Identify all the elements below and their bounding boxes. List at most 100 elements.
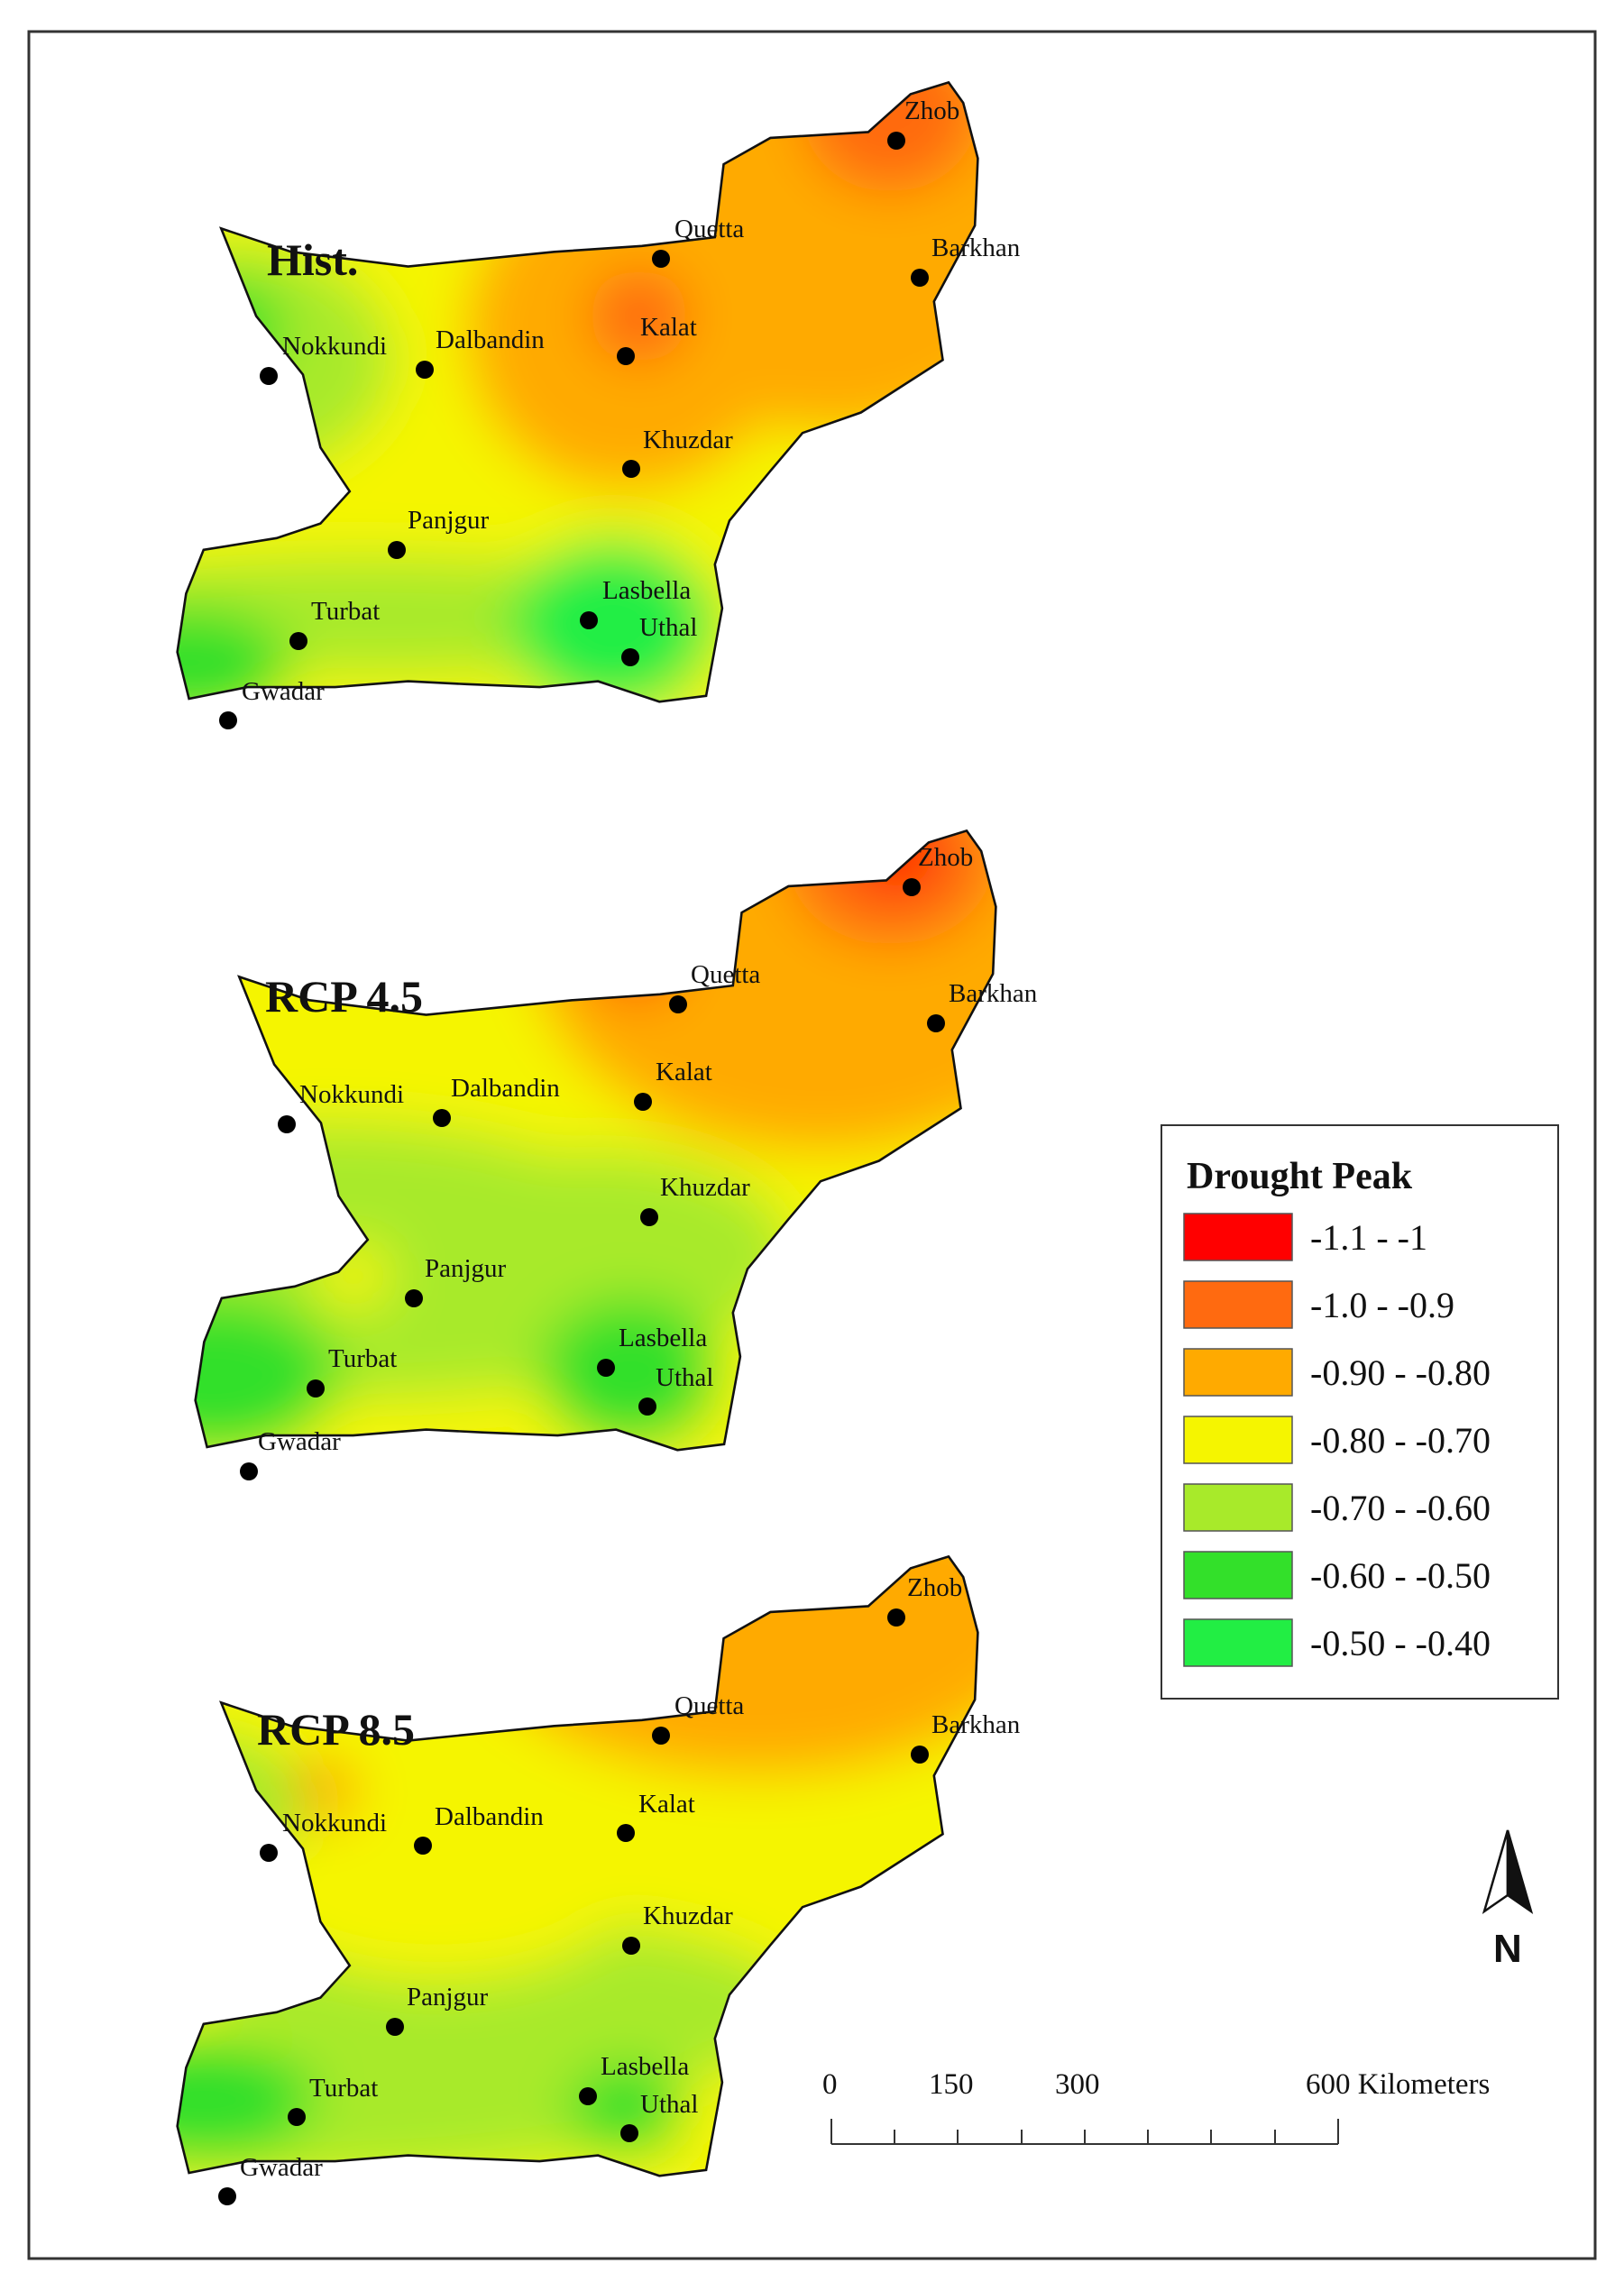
city-marker: Dalbandin [414,1802,544,1855]
city-marker: Dalbandin [433,1074,560,1127]
legend-item: -0.50 - -0.40 [1183,1618,1491,1667]
legend-item: -1.0 - -0.9 [1183,1280,1454,1329]
city-marker: Zhob [903,843,973,896]
svg-text:Zhob: Zhob [904,96,959,125]
legend-item: -0.90 - -0.80 [1183,1348,1491,1397]
svg-text:Lasbella: Lasbella [619,1324,707,1352]
legend-label: -0.60 - -0.50 [1310,1555,1491,1596]
city-marker: Quetta [652,215,744,268]
svg-text:Uthal: Uthal [640,2090,698,2119]
city-marker: Zhob [887,96,959,150]
scale-label-600: 600 Kilometers [1306,2068,1490,2101]
svg-text:Kalat: Kalat [640,313,697,342]
panel-title-hist: Hist. [267,234,358,285]
legend-swatch [1183,1483,1293,1532]
city-marker: Quetta [669,960,760,1013]
city-marker: Uthal [620,2090,698,2142]
city-marker: Barkhan [927,979,1038,1032]
svg-text:Gwadar: Gwadar [258,1427,341,1456]
city-marker: Uthal [621,613,697,666]
svg-text:Gwadar: Gwadar [240,2153,323,2182]
city-marker: Turbat [289,597,380,650]
city-marker: Lasbella [580,576,691,629]
svg-text:Dalbandin: Dalbandin [451,1074,560,1103]
svg-text:Khuzdar: Khuzdar [643,1902,733,1930]
legend-label: -1.0 - -0.9 [1310,1285,1454,1325]
legend-swatch [1183,1348,1293,1397]
scale-label-300: 300 [1055,2068,1100,2101]
legend-label: -0.90 - -0.80 [1310,1352,1491,1393]
north-label: N [1493,1927,1522,1971]
svg-text:Panjgur: Panjgur [408,506,490,535]
city-marker: Khuzdar [622,426,733,478]
city-marker: Lasbella [597,1324,707,1377]
svg-text:Kalat: Kalat [656,1058,712,1086]
legend-box [1161,1124,1559,1700]
scale-bar: 0 150 300 600 Kilometers [822,2068,1490,2145]
svg-text:Lasbella: Lasbella [601,2052,689,2081]
panel-rcp85-labels: RCP 8.5 Zhob Quetta Barkhan Kalat Nokkun… [218,1573,1021,2205]
city-marker: Uthal [638,1363,713,1416]
scale-label-0: 0 [822,2068,838,2101]
legend-item: -0.60 - -0.50 [1183,1551,1491,1599]
panel-title-rcp45: RCP 4.5 [265,971,423,1022]
city-marker: Gwadar [218,2153,323,2205]
svg-text:Barkhan: Barkhan [949,979,1038,1008]
legend-item: -0.80 - -0.70 [1183,1416,1491,1464]
svg-text:Khuzdar: Khuzdar [660,1173,750,1202]
svg-text:Nokkundi: Nokkundi [282,1809,387,1837]
svg-text:Kalat: Kalat [638,1790,695,1819]
panel-title-rcp85: RCP 8.5 [257,1704,415,1755]
svg-text:Panjgur: Panjgur [425,1254,507,1283]
city-marker: Quetta [652,1691,744,1745]
north-arrow-icon: N [1482,1829,1534,1971]
svg-text:Quetta: Quetta [691,960,760,989]
legend-label: -0.70 - -0.60 [1310,1488,1491,1528]
scale-label-150: 150 [929,2068,974,2101]
city-marker: Zhob [887,1573,962,1627]
city-marker: Kalat [617,1790,695,1842]
legend-label: -1.1 - -1 [1310,1217,1427,1258]
city-marker: Khuzdar [640,1173,750,1226]
city-marker: Turbat [288,2074,378,2126]
svg-text:Barkhan: Barkhan [931,234,1021,262]
legend-item: -0.70 - -0.60 [1183,1483,1491,1532]
city-marker: Panjgur [405,1254,507,1307]
legend-label: -0.50 - -0.40 [1310,1623,1491,1663]
legend-swatch [1183,1551,1293,1599]
svg-text:Dalbandin: Dalbandin [436,325,545,354]
city-marker: Nokkundi [260,1809,387,1862]
panel-hist-labels: Hist. Zhob Quetta Barkhan Kalat Nokkundi… [219,96,1021,729]
city-marker: Panjgur [388,506,490,559]
city-marker: Lasbella [579,2052,689,2105]
svg-text:Quetta: Quetta [674,215,744,243]
city-marker: Gwadar [240,1427,341,1480]
svg-text:Turbat: Turbat [311,597,380,626]
legend: Drought Peak -1.1 - -1 -1.0 - -0.9 -0.90 -… [1161,1124,1559,1700]
city-marker: Panjgur [386,1983,489,2036]
svg-text:Lasbella: Lasbella [602,576,691,605]
city-marker: Gwadar [219,677,325,729]
svg-text:Uthal: Uthal [639,613,697,642]
svg-text:Turbat: Turbat [309,2074,378,2103]
city-marker: Nokkundi [260,332,387,385]
city-marker: Khuzdar [622,1902,733,1955]
svg-text:Barkhan: Barkhan [931,1710,1021,1739]
city-marker: Kalat [634,1058,712,1111]
legend-swatch [1183,1213,1293,1261]
city-marker: Turbat [307,1344,397,1398]
city-marker: Barkhan [911,234,1021,287]
city-marker: Nokkundi [278,1080,404,1133]
svg-text:Panjgur: Panjgur [407,1983,489,2011]
city-marker: Dalbandin [416,325,545,379]
svg-text:Gwadar: Gwadar [242,677,325,706]
city-marker: Barkhan [911,1710,1021,1764]
legend-swatch [1183,1618,1293,1667]
svg-text:Nokkundi: Nokkundi [299,1080,404,1109]
svg-text:Zhob: Zhob [918,843,973,872]
panel-rcp45-labels: RCP 4.5 Zhob Quetta Barkhan Kalat Nokkun… [240,843,1038,1480]
svg-text:Dalbandin: Dalbandin [435,1802,544,1831]
legend-swatch [1183,1416,1293,1464]
city-marker: Kalat [617,313,697,365]
